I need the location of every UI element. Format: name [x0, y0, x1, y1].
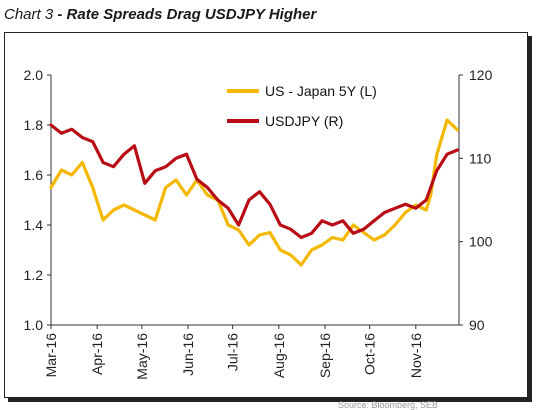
- right-axis-tick-label: 120: [469, 67, 493, 83]
- us-japan-5y-series-line: [49, 118, 460, 267]
- source-note: Source: Bloomberg, SEB: [338, 400, 439, 410]
- x-axis-tick-label: Jul-16: [225, 333, 241, 371]
- x-axis-tick-label: Sep-16: [317, 333, 333, 378]
- x-axis-tick-label: Mar-16: [43, 333, 59, 378]
- left-axis-tick-label: 1.2: [24, 267, 44, 283]
- right-axis-tick-label: 100: [469, 234, 493, 250]
- x-axis-tick-label: Oct-16: [362, 333, 378, 375]
- x-axis-tick-label: Apr-16: [89, 333, 105, 375]
- right-axis-tick-label: 110: [469, 150, 492, 166]
- title-separator: -: [57, 6, 63, 23]
- chart-frame: 2.0 1.8 1.6 1.4 1.2 1.0 120 110 100 90 Mar-16 Apr-1…: [4, 32, 528, 398]
- usdjpy-series-line: [49, 123, 460, 240]
- left-axis-tick-label: 1.6: [24, 167, 44, 183]
- chart-label: Chart 3: [4, 6, 54, 23]
- legend-label: USDJPY (R): [265, 113, 343, 129]
- right-axis-tick-label: 90: [469, 317, 485, 333]
- x-axis-tick-label: Aug-16: [271, 333, 287, 378]
- left-axis-tick-label: 1.8: [24, 117, 44, 133]
- chart-title: Chart 3 - Rate Spreads Drag USDJPY Highe…: [4, 6, 316, 23]
- left-axis-tick-label: 2.0: [24, 67, 44, 83]
- legend-label: US - Japan 5Y (L): [265, 83, 377, 99]
- left-axis-tick-label: 1.4: [24, 217, 44, 233]
- left-axis-tick-label: 1.0: [24, 317, 44, 333]
- x-axis-tick-label: Nov-16: [408, 333, 424, 378]
- x-axis-tick-label: May-16: [134, 333, 150, 380]
- chart-title-text: Rate Spreads Drag USDJPY Higher: [66, 6, 317, 23]
- x-axis-tick-label: Jun-16: [180, 333, 196, 376]
- line-chart: 2.0 1.8 1.6 1.4 1.2 1.0 120 110 100 90 Mar-16 Apr-1…: [24, 67, 493, 380]
